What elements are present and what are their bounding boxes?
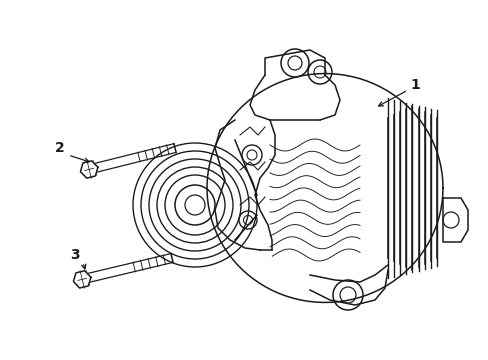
Text: 1: 1	[409, 78, 419, 92]
Text: 2: 2	[55, 141, 65, 155]
Polygon shape	[81, 161, 98, 178]
Polygon shape	[73, 271, 91, 288]
Text: 3: 3	[70, 248, 80, 262]
